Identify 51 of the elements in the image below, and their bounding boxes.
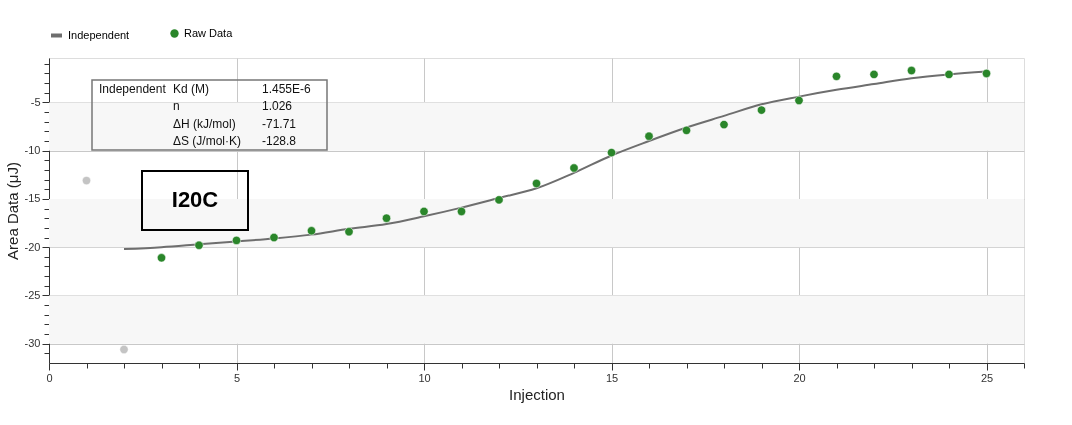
point [644, 131, 654, 141]
point [682, 125, 691, 135]
point [269, 233, 279, 242]
point [82, 176, 91, 185]
annotation: 1.026 [262, 99, 293, 113]
point [907, 66, 916, 75]
point [832, 71, 841, 81]
point [982, 69, 991, 78]
annotation: n [173, 99, 180, 113]
point [457, 207, 466, 216]
point [869, 69, 879, 79]
point [494, 195, 504, 205]
annotation: 1.455E-6 [262, 82, 312, 96]
x-tick-label: 10 [418, 371, 431, 384]
y-axis-title: Area Data (μJ) [3, 162, 21, 260]
annotation: ΔH (kJ/mol) [173, 117, 236, 131]
point [794, 96, 804, 105]
point [194, 240, 204, 250]
annotation: I20C [171, 187, 219, 212]
legend-label: Independent [68, 28, 130, 41]
legend-label: Raw Data [184, 26, 234, 39]
annotation: Kd (M) [173, 82, 209, 96]
point [119, 345, 129, 354]
point [719, 120, 729, 130]
point [757, 105, 766, 115]
point [344, 227, 354, 237]
x-tick-label: 5 [233, 371, 241, 384]
annotation: -128.8 [262, 134, 297, 148]
point [419, 207, 429, 216]
x-tick-label: 25 [980, 371, 994, 384]
x-tick-label: 20 [793, 371, 806, 384]
y-tick-label: -20 [24, 240, 41, 253]
y-tick-label: -5 [30, 95, 41, 108]
point [569, 163, 579, 173]
y-tick-label: -10 [24, 144, 41, 157]
point [307, 226, 316, 236]
point [232, 236, 241, 245]
y-tick-label: -25 [24, 288, 41, 301]
point [944, 69, 954, 79]
y-tick-label: -30 [24, 337, 41, 350]
x-tick-label: 0 [46, 371, 53, 384]
point [532, 179, 541, 188]
point [157, 253, 166, 263]
annotation: -71.71 [262, 117, 297, 131]
point [607, 148, 616, 158]
annotation: Independent [99, 82, 167, 96]
x-axis-title: Injection [509, 385, 565, 403]
point [382, 213, 391, 223]
annotation: ΔS (J/mol·K) [173, 134, 242, 148]
x-tick-label: 15 [605, 371, 619, 384]
y-tick-label: -15 [24, 192, 41, 205]
